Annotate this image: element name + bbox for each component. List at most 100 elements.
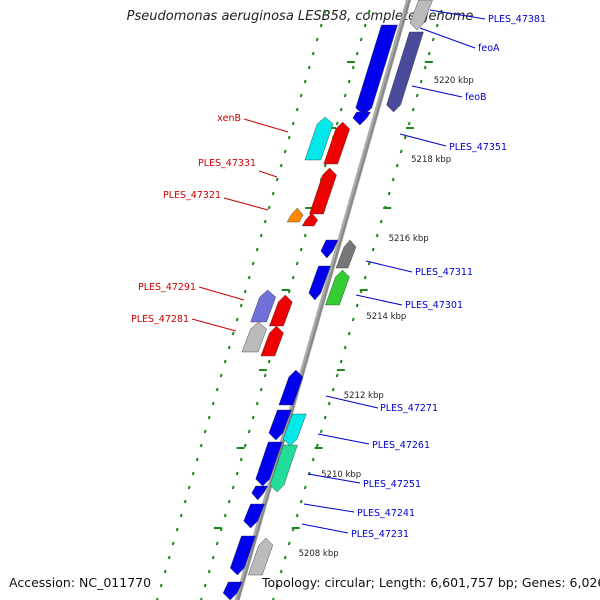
inner-tick-rail-right-dot [371,247,375,252]
gene-label[interactable]: PLES_47281 [131,314,189,325]
inner-tick-rail-right-dot [423,65,427,70]
inner-tick-rail-right-dot [431,37,435,42]
outer-tick-rail-dot [271,191,275,196]
outer-tick-rail-dot [287,135,291,140]
accession-label: Accession: NC_011770 [9,575,152,590]
gene-label-connector [325,395,379,409]
outer-tick-rail-dot [163,569,167,574]
gene-ples-47311[interactable] [335,239,357,269]
gene-label[interactable]: xenB [217,113,241,124]
gene-ples-47221-b[interactable] [248,537,274,576]
gene-ples-47311-b[interactable] [320,239,339,259]
inner-tick-rail-right-dot [387,191,391,196]
gene-ples-47381[interactable] [409,0,433,31]
gene-feoa[interactable] [386,31,424,113]
gene-ples-47241-tip[interactable] [251,485,269,501]
gene-label-connector [365,260,413,273]
inner-tick-rail-right-dot [435,23,439,28]
outer-tick-rail-dot [295,107,299,112]
inner-tick-rail-left-dot [359,37,363,42]
gene-label-connector [243,118,289,133]
inner-tick-rail-right-dot [283,555,287,560]
outer-tick-rail-dot [291,121,295,126]
inner-tick-rail-left-dot [235,471,239,476]
outer-tick-rail-dot [187,485,191,490]
inner-tick-rail-right-dot [355,303,359,308]
gene-ples-47261-b[interactable] [268,409,292,441]
kbp-tick-label: 5220 kbp [434,76,474,86]
gene-label[interactable]: PLES_47271 [380,403,438,414]
gene-ples-47321[interactable] [286,207,304,223]
gene-ples-47291[interactable] [250,289,276,323]
inner-tick-rail-left-dot [299,247,303,252]
gene-label[interactable]: PLES_47261 [372,440,430,451]
inner-tick-rail-left-dot [347,79,351,84]
gene-ples-47281[interactable] [241,321,267,353]
gene-ples-47211[interactable] [222,581,243,600]
inner-tick-rail-right-dot [275,583,279,588]
gene-label[interactable]: feoA [478,43,500,54]
outer-tick-rail-dot [323,9,327,14]
inner-tick-rail-left-dot [339,107,343,112]
gene-label[interactable]: PLES_47321 [163,190,221,201]
outer-tick-rail-dot [275,177,279,182]
gene-label-connector [198,286,245,301]
gene-ples-47261[interactable] [282,413,307,447]
gene-label-connector [303,503,355,513]
outer-tick-rail-dot [255,247,259,252]
inner-tick-rail-right-dot [339,359,343,364]
gene-label[interactable]: PLES_47251 [363,479,421,490]
outer-tick-rail-dot [243,289,247,294]
gene-xenb-b[interactable] [323,121,350,165]
inner-tick-rail-right-dot [403,135,407,140]
gene-ples-47251[interactable] [269,444,298,493]
gene-label[interactable]: PLES_47241 [357,508,415,519]
kbp-tick-label: 5212 kbp [344,391,384,401]
gene-label[interactable]: PLES_47301 [405,300,463,311]
gene-label[interactable]: PLES_47331 [198,158,256,169]
gene-feob[interactable] [355,24,398,116]
genome-backbone-edge [237,0,411,600]
gene-ples-47271[interactable] [278,369,304,406]
gene-ples-47351[interactable] [352,111,371,126]
inner-tick-rail-left-dot [323,163,327,168]
topology-label: Topology: circular; Length: 6,601,757 bp… [262,575,600,590]
gene-ples-47321-b[interactable] [301,212,318,227]
inner-tick-rail-left-dot [247,429,251,434]
inner-tick-rail-right-dot [335,373,339,378]
inner-tick-rail-right-dot [323,415,327,420]
gene-ples-47281-b[interactable] [260,325,284,357]
gene-ples-47301[interactable] [325,269,350,306]
inner-tick-rail-right-dot [411,107,415,112]
outer-tick-rail-dot [219,373,223,378]
gene-ples-47301-b[interactable] [308,265,331,301]
gene-label[interactable]: PLES_47231 [351,529,409,540]
outer-tick-rail-dot [267,205,271,210]
gene-label[interactable]: feoB [465,92,487,103]
inner-tick-rail-right-dot [331,387,335,392]
outer-tick-rail-dot [183,499,187,504]
gene-ples-47231[interactable] [243,503,265,529]
gene-label[interactable]: PLES_47381 [488,14,546,25]
inner-tick-rail-right-dot [279,569,283,574]
gene-label-connector [258,170,278,178]
outer-tick-rail-dot [167,555,171,560]
gene-ples-47241[interactable] [255,441,283,487]
inner-tick-rail-right-dot [407,121,411,126]
gene-label[interactable]: PLES_47351 [449,142,507,153]
gene-ples-47331[interactable] [309,167,337,215]
inner-tick-rail-left-dot [295,261,299,266]
inner-tick-rail-left-dot [355,51,359,56]
inner-tick-rail-left-dot [251,415,255,420]
outer-tick-rail-dot [211,401,215,406]
inner-tick-rail-right-dot [379,219,383,224]
inner-tick-rail-left-dot [363,23,367,28]
gene-xenb[interactable] [304,116,334,161]
gene-label[interactable]: PLES_47291 [138,282,196,293]
gene-ples-47221[interactable] [230,535,256,576]
outer-tick-rail-dot [191,471,195,476]
outer-tick-rail-dot [239,303,243,308]
gene-label[interactable]: PLES_47311 [415,267,473,278]
